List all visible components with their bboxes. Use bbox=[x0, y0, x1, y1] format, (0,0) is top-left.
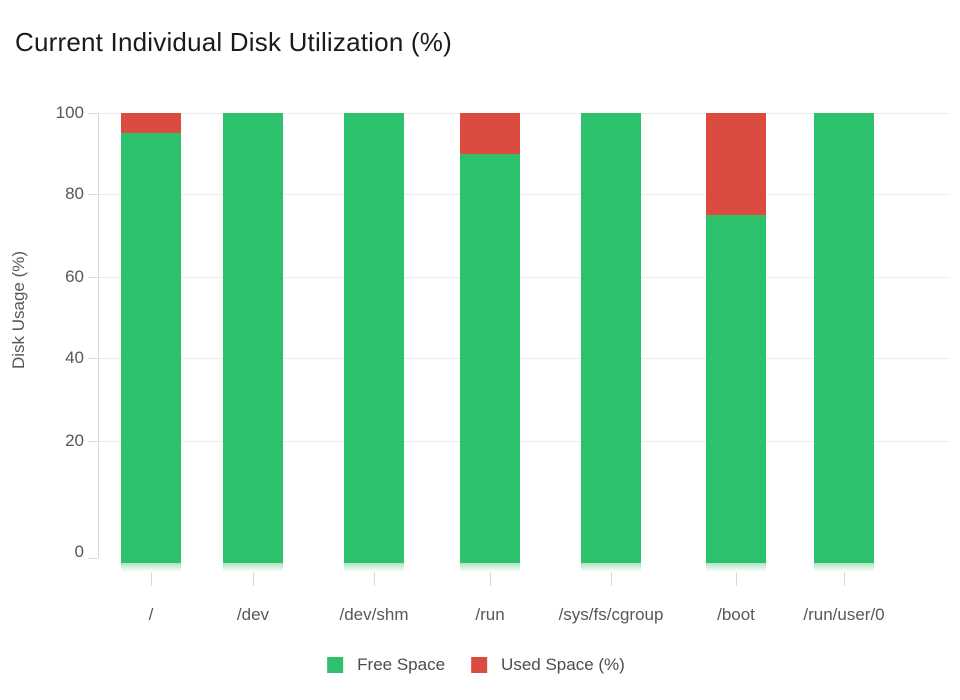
bar-segment-free[interactable] bbox=[460, 153, 520, 563]
legend-swatch-free-space-icon bbox=[327, 657, 344, 673]
gridline bbox=[98, 358, 950, 359]
x-axis-label: / bbox=[148, 605, 154, 624]
bar-segment-free[interactable] bbox=[814, 113, 874, 563]
x-axis-label: /dev/shm bbox=[339, 605, 409, 624]
y-tick-mark bbox=[88, 194, 98, 195]
y-tick-label: 60 bbox=[65, 267, 84, 286]
bar-segment-used[interactable] bbox=[121, 113, 181, 134]
x-tick-mark bbox=[490, 572, 491, 586]
x-tick-mark bbox=[844, 572, 845, 586]
legend-item-used-space[interactable]: Used Space (%) bbox=[471, 655, 625, 675]
legend-item-free-space[interactable]: Free Space bbox=[327, 655, 445, 675]
bar-bottom-fade bbox=[223, 563, 283, 572]
x-axis-label: /run bbox=[475, 605, 505, 624]
bar-segment-free[interactable] bbox=[223, 113, 283, 563]
x-axis-label: /run/user/0 bbox=[803, 605, 885, 624]
bar-segment-free[interactable] bbox=[121, 133, 181, 563]
gridline bbox=[98, 277, 950, 278]
x-axis-label: /boot bbox=[717, 605, 755, 624]
y-axis-line bbox=[98, 113, 99, 558]
y-tick-label: 20 bbox=[65, 431, 84, 450]
y-tick-mark bbox=[88, 441, 98, 442]
gridline bbox=[98, 113, 950, 114]
y-axis-title: Disk Usage (%) bbox=[9, 250, 28, 370]
y-tick-mark bbox=[88, 113, 98, 114]
x-tick-mark bbox=[736, 572, 737, 586]
bar-bottom-fade bbox=[460, 563, 520, 572]
legend-label-free-space: Free Space bbox=[357, 655, 446, 674]
y-tick-label: 40 bbox=[65, 348, 84, 367]
y-tick-mark bbox=[88, 277, 98, 278]
bar-segment-free[interactable] bbox=[344, 113, 404, 563]
y-tick-label: 80 bbox=[65, 184, 84, 203]
x-tick-mark bbox=[253, 572, 254, 586]
y-tick-mark bbox=[88, 358, 98, 359]
bar-bottom-fade bbox=[344, 563, 404, 572]
legend-swatch-used-space-icon bbox=[471, 657, 488, 673]
bar-bottom-fade bbox=[706, 563, 766, 572]
y-tick-label: 100 bbox=[55, 103, 84, 122]
bar-segment-free[interactable] bbox=[581, 113, 641, 563]
bar-segment-used[interactable] bbox=[706, 113, 766, 215]
bar-bottom-fade bbox=[814, 563, 874, 572]
chart-title: Current Individual Disk Utilization (%) bbox=[15, 27, 452, 57]
x-axis-label: /dev bbox=[236, 605, 270, 624]
x-tick-mark bbox=[151, 572, 152, 586]
x-tick-mark bbox=[374, 572, 375, 586]
y-tick-label: 0 bbox=[74, 542, 84, 561]
y-tick-mark bbox=[88, 558, 98, 559]
bar-segment-used[interactable] bbox=[460, 113, 520, 154]
gridline bbox=[98, 194, 950, 195]
legend: Free Space Used Space (%) bbox=[327, 655, 625, 675]
bar-bottom-fade bbox=[121, 563, 181, 572]
bar-bottom-fade bbox=[581, 563, 641, 572]
x-axis-label: /sys/fs/cgroup bbox=[558, 605, 664, 624]
legend-label-used-space: Used Space (%) bbox=[501, 655, 625, 674]
gridline bbox=[98, 441, 950, 442]
x-tick-mark bbox=[611, 572, 612, 586]
bar-segment-free[interactable] bbox=[706, 214, 766, 563]
